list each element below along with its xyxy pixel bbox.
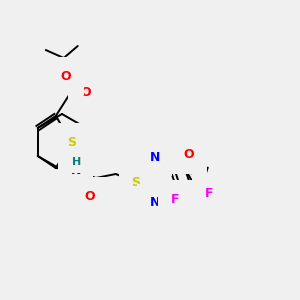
- Text: F: F: [205, 187, 213, 200]
- Text: S: S: [67, 136, 76, 148]
- Text: O: O: [60, 70, 71, 83]
- Text: S: S: [131, 176, 140, 188]
- Text: N: N: [150, 151, 160, 164]
- Text: O: O: [84, 190, 95, 202]
- Text: O: O: [80, 85, 91, 98]
- Text: O: O: [183, 148, 194, 161]
- Text: N: N: [70, 164, 81, 176]
- Text: H: H: [72, 157, 81, 167]
- Text: F: F: [170, 193, 179, 206]
- Text: F: F: [193, 199, 201, 212]
- Text: N: N: [150, 196, 160, 209]
